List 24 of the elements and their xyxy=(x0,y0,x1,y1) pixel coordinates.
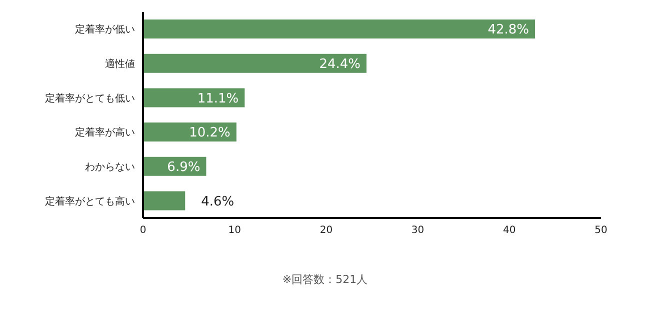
x-tick-label: 30 xyxy=(411,225,424,236)
y-tick-label: 適性値 xyxy=(105,58,135,70)
x-tick-label: 0 xyxy=(140,225,146,236)
y-tick-label: 定着率がとても低い xyxy=(45,92,135,104)
data-label: 42.8% xyxy=(488,22,530,38)
data-label: 11.1% xyxy=(197,91,239,106)
bar xyxy=(143,88,245,108)
data-label: 6.9% xyxy=(167,160,200,175)
x-tick-label: 40 xyxy=(503,225,516,236)
bar xyxy=(143,122,236,142)
x-tick-label: 50 xyxy=(594,225,608,236)
bar xyxy=(143,54,367,73)
data-label: 4.6% xyxy=(201,194,234,210)
data-label: 10.2% xyxy=(189,126,230,141)
x-tick-label: 10 xyxy=(228,225,241,236)
bar xyxy=(143,20,536,39)
y-tick-label: 定着率が高い xyxy=(75,126,135,139)
bar xyxy=(143,191,186,210)
y-tick-label: 定着率が低い xyxy=(75,24,135,36)
text: ※回答数：521人 xyxy=(281,272,369,287)
y-tick-label: わからない xyxy=(85,162,135,174)
x-tick-label: 20 xyxy=(320,225,333,236)
data-label: 24.4% xyxy=(319,56,361,72)
y-tick-label: 定着率がとても高い xyxy=(45,195,135,208)
